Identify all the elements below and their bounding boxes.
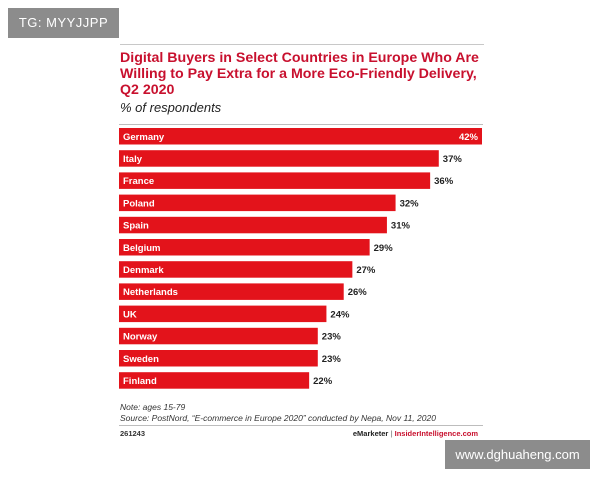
bar-finland xyxy=(119,372,310,389)
category-label-poland: Poland xyxy=(123,198,155,209)
category-label-denmark: Denmark xyxy=(123,265,164,276)
category-label-spain: Spain xyxy=(123,221,149,232)
brand-separator: | xyxy=(390,429,393,438)
value-label-denmark: 27% xyxy=(356,265,376,276)
bar-belgium xyxy=(119,239,370,256)
note-source: Source: PostNord, “E-commerce in Europe … xyxy=(120,413,436,423)
chart-title: Digital Buyers in Select Countries in Eu… xyxy=(120,50,479,98)
footer-divider xyxy=(119,425,483,426)
bar-italy xyxy=(119,150,439,167)
top-divider xyxy=(120,44,484,45)
category-label-germany: Germany xyxy=(123,132,165,143)
bar-spain xyxy=(119,216,387,234)
value-label-netherlands: 26% xyxy=(348,287,368,298)
brand-insider-intelligence: InsiderIntelligence.com xyxy=(394,429,478,438)
bar-denmark xyxy=(119,261,353,278)
value-label-uk: 24% xyxy=(330,309,350,320)
value-label-poland: 32% xyxy=(400,198,420,209)
bar-poland xyxy=(119,194,396,212)
category-label-belgium: Belgium xyxy=(123,243,160,254)
watermark-top-left: TG: MYYJJPP xyxy=(8,8,119,38)
category-label-finland: Finland xyxy=(123,376,157,387)
value-label-sweden: 23% xyxy=(322,354,342,365)
category-label-norway: Norway xyxy=(123,332,158,343)
chart-id: 261243 xyxy=(120,429,146,438)
value-label-finland: 22% xyxy=(313,376,333,387)
value-label-france: 36% xyxy=(434,176,454,187)
category-label-uk: UK xyxy=(123,309,137,320)
chart-card: Digital Buyers in Select Countries in Eu… xyxy=(113,38,485,443)
bar-germany xyxy=(119,128,482,145)
bar-sweden xyxy=(119,350,318,367)
bar-france xyxy=(119,172,431,189)
chart-subtitle: % of respondents xyxy=(120,100,222,115)
axis-divider xyxy=(119,124,483,125)
bar-uk xyxy=(119,305,327,323)
value-label-norway: 23% xyxy=(322,332,342,343)
category-label-sweden: Sweden xyxy=(123,354,159,365)
brand-emarketer: eMarketer xyxy=(352,429,389,438)
bar-norway xyxy=(119,327,318,345)
brand-footer: eMarketer | InsiderIntelligence.com xyxy=(353,429,478,438)
note-ages: Note: ages 15-79 xyxy=(120,402,186,412)
value-label-spain: 31% xyxy=(391,221,411,232)
value-label-germany: 42% xyxy=(459,132,479,143)
value-label-italy: 37% xyxy=(443,154,463,165)
watermark-bottom-right: www.dghuaheng.com xyxy=(445,440,590,469)
category-label-france: France xyxy=(123,176,154,187)
category-label-italy: Italy xyxy=(123,154,143,165)
bar-chart: Germany 42% Italy 37% France 36% Poland 32% Spai… xyxy=(119,128,482,389)
category-label-netherlands: Netherlands xyxy=(123,287,178,298)
bar-netherlands xyxy=(119,283,344,300)
value-label-belgium: 29% xyxy=(374,243,394,254)
chart-note: Note: ages 15-79 Source: PostNord, “E-co… xyxy=(120,402,436,424)
